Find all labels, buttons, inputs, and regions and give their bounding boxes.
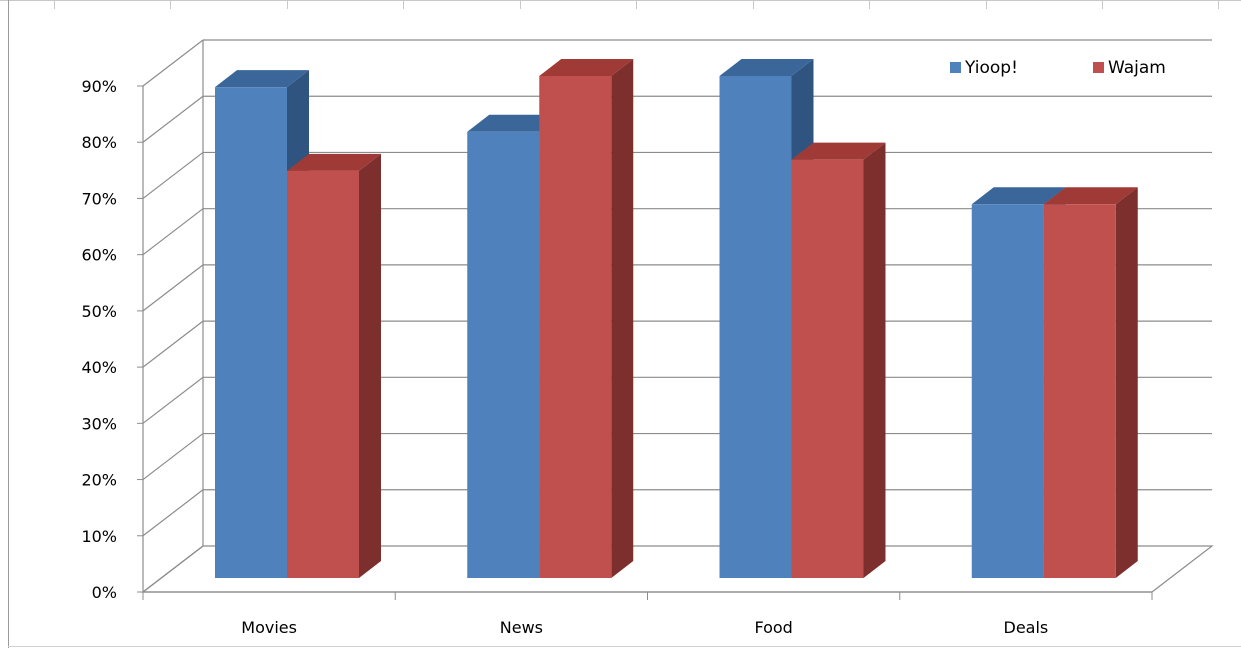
legend-item-yioop: Yioop! [950,58,1018,78]
bar-top-face [791,142,886,160]
bar-side-face [1115,187,1138,579]
gridline-side [142,208,204,256]
bar-front-face [971,204,1044,579]
bar-front-face [467,131,540,578]
y-tick-label: 60% [81,246,117,265]
bar-front-face [215,87,287,579]
bar-front-face [719,76,792,578]
x-tick-label: Food [754,618,792,637]
y-tick-label: 50% [81,302,117,321]
gridline-side [142,489,204,537]
bars [215,59,1138,579]
bar-front-face [539,76,612,578]
legend-label: Yioop! [964,58,1018,78]
gridline-side [142,264,204,312]
gridline-side [142,320,204,368]
bar-top-face [215,70,309,88]
bar-wajam-food [791,142,886,578]
bar-top-face [971,187,1066,205]
y-tick-label: 0% [92,583,117,602]
bar-side-face [611,59,634,578]
gridline-side [142,151,204,199]
bar-front-face [1043,204,1116,579]
x-tick-label: Movies [241,618,297,637]
y-tick-label: 20% [81,471,117,490]
bar-side-face [359,153,381,579]
x-tick-label: Deals [1004,618,1049,637]
bar-top-face [719,59,814,76]
bar-group-deals [971,187,1138,579]
bar-group-news [467,59,634,579]
bar-top-face [1043,187,1138,205]
gridline-side [142,433,204,481]
legend-swatch [1093,62,1104,73]
y-tick-label: 90% [81,77,117,96]
y-tick-label: 30% [81,414,117,433]
bar-group-food [719,59,886,578]
y-tick-label: 70% [81,189,117,208]
y-tick-label: 80% [81,133,117,152]
bar-wajam-movies [287,153,381,579]
bar-wajam-news [539,59,634,578]
bar-top-face [287,153,381,171]
legend-swatch [950,62,961,73]
gridline-side [142,545,204,593]
axes: 0% 10% 20% 30% 40% 50% 60% 70% 80% 90% Movies News F… [81,77,1153,637]
bar-front-face [791,159,864,578]
bar-top-face [467,114,562,132]
bar-group-movies [215,70,381,579]
bar-front-face [287,170,359,579]
y-tick-label: 10% [81,527,117,546]
x-tick-label: News [500,618,543,637]
gridline-side [142,39,204,87]
legend-item-wajam: Wajam [1093,58,1166,78]
gridline-side [142,376,204,424]
bar-top-face [539,59,634,76]
legend: Yioop! Wajam [950,58,1166,78]
legend-label: Wajam [1108,58,1166,78]
bar-side-face [863,142,886,578]
gridline-side [142,95,204,143]
bar-wajam-deals [1043,187,1138,579]
y-tick-label: 40% [81,358,117,377]
